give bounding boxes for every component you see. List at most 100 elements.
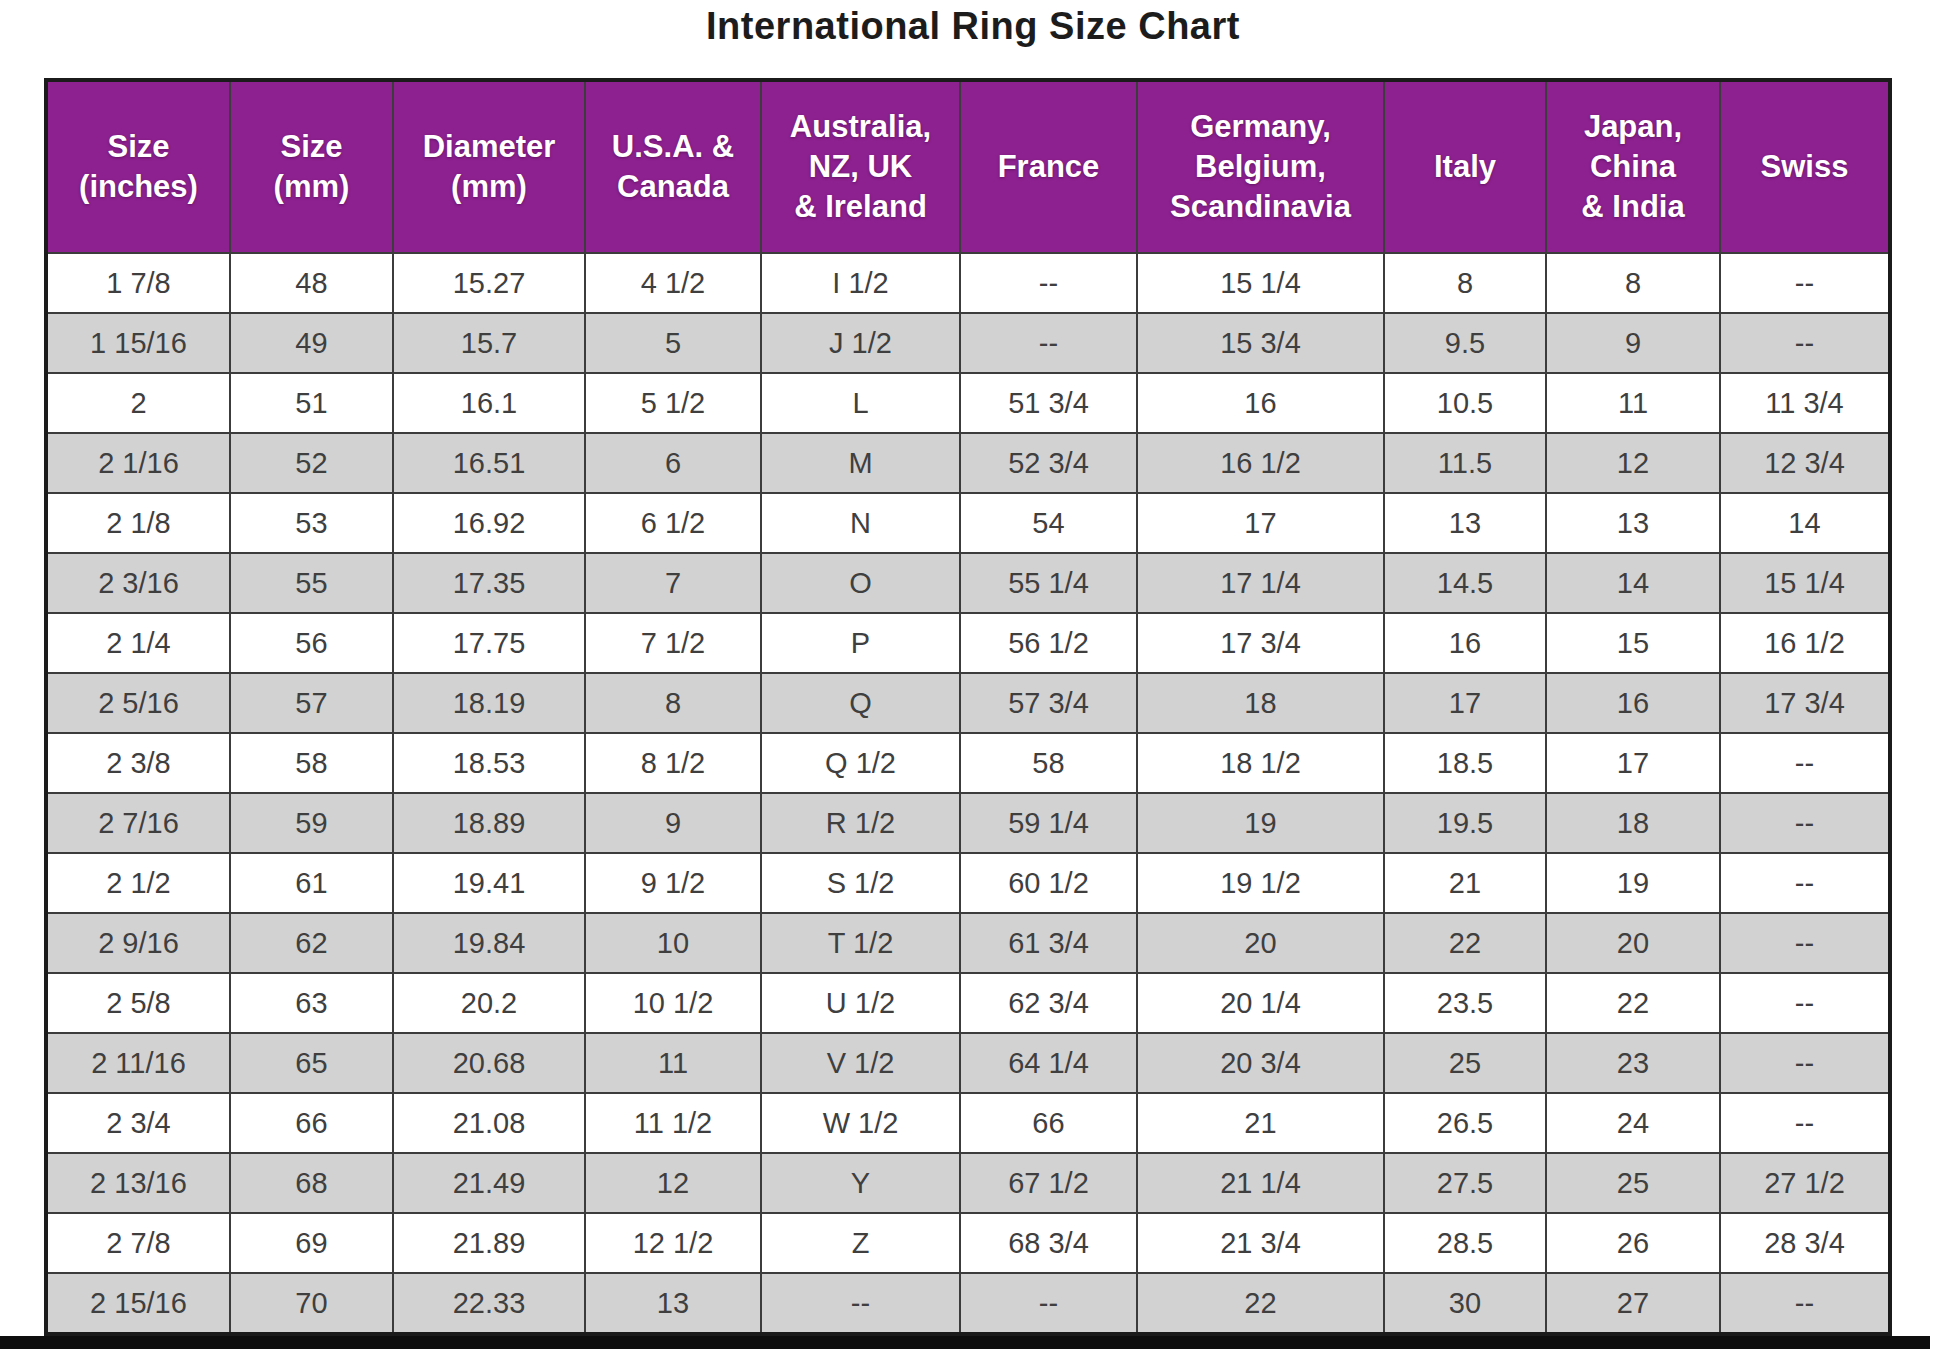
cell: I 1/2	[761, 253, 960, 313]
cell: 9.5	[1384, 313, 1546, 373]
cell: 8	[585, 673, 761, 733]
cell: 5	[585, 313, 761, 373]
cell: 61	[230, 853, 393, 913]
cell: Q 1/2	[761, 733, 960, 793]
cell: 21	[1384, 853, 1546, 913]
cell: 57	[230, 673, 393, 733]
cell: 8	[1546, 253, 1720, 313]
cell: 25	[1384, 1033, 1546, 1093]
cell: 21	[1137, 1093, 1384, 1153]
cell: 17 1/4	[1137, 553, 1384, 613]
cell: 16.1	[393, 373, 585, 433]
cell: 69	[230, 1213, 393, 1273]
cell: 12	[1546, 433, 1720, 493]
cell: 20	[1137, 913, 1384, 973]
cell: 18.89	[393, 793, 585, 853]
cell: 51 3/4	[960, 373, 1137, 433]
table-row: 2 3/165517.357O55 1/417 1/414.51415 1/4	[46, 553, 1890, 613]
page-title: International Ring Size Chart	[0, 0, 1946, 48]
cell: R 1/2	[761, 793, 960, 853]
cell: 2 1/8	[46, 493, 230, 553]
table-row: 2 3/85818.538 1/2Q 1/25818 1/218.517--	[46, 733, 1890, 793]
cell: 21 3/4	[1137, 1213, 1384, 1273]
cell: 15 1/4	[1720, 553, 1890, 613]
cell: O	[761, 553, 960, 613]
cell: --	[761, 1273, 960, 1334]
cell: 26	[1546, 1213, 1720, 1273]
column-header: U.S.A. & Canada	[585, 80, 761, 253]
cell: --	[1720, 1273, 1890, 1334]
cell: 2 3/4	[46, 1093, 230, 1153]
cell: 49	[230, 313, 393, 373]
cell: W 1/2	[761, 1093, 960, 1153]
cell: Q	[761, 673, 960, 733]
cell: --	[1720, 1033, 1890, 1093]
table-row: 2 1/45617.757 1/2P56 1/217 3/4161516 1/2	[46, 613, 1890, 673]
table-row: 2 3/46621.0811 1/2W 1/2662126.524--	[46, 1093, 1890, 1153]
cell: Z	[761, 1213, 960, 1273]
table-row: 1 7/84815.274 1/2I 1/2--15 1/488--	[46, 253, 1890, 313]
cell: 17	[1137, 493, 1384, 553]
column-header: France	[960, 80, 1137, 253]
cell: 19 1/2	[1137, 853, 1384, 913]
cell: --	[1720, 733, 1890, 793]
cell: 55	[230, 553, 393, 613]
cell: 9	[585, 793, 761, 853]
cell: 13	[1384, 493, 1546, 553]
cell: 17.75	[393, 613, 585, 673]
cell: 10.5	[1384, 373, 1546, 433]
cell: 27	[1546, 1273, 1720, 1334]
table-body: 1 7/84815.274 1/2I 1/2--15 1/488--1 15/1…	[46, 253, 1890, 1334]
cell: 2 15/16	[46, 1273, 230, 1334]
cell: 16	[1546, 673, 1720, 733]
cell: 1 7/8	[46, 253, 230, 313]
cell: 14	[1720, 493, 1890, 553]
cell: 63	[230, 973, 393, 1033]
cell: 22	[1546, 973, 1720, 1033]
cell: Y	[761, 1153, 960, 1213]
table-row: 2 13/166821.4912Y67 1/221 1/427.52527 1/…	[46, 1153, 1890, 1213]
cell: 17.35	[393, 553, 585, 613]
cell: U 1/2	[761, 973, 960, 1033]
cell: 59	[230, 793, 393, 853]
cell: 19	[1137, 793, 1384, 853]
cell: --	[960, 313, 1137, 373]
table-row: 2 5/86320.210 1/2U 1/262 3/420 1/423.522…	[46, 973, 1890, 1033]
cell: 2 1/4	[46, 613, 230, 673]
cell: 62	[230, 913, 393, 973]
cell: 66	[230, 1093, 393, 1153]
cell: 2 13/16	[46, 1153, 230, 1213]
table-row: 2 1/26119.419 1/2S 1/260 1/219 1/22119--	[46, 853, 1890, 913]
table-row: 2 11/166520.6811V 1/264 1/420 3/42523--	[46, 1033, 1890, 1093]
cell: 22	[1384, 913, 1546, 973]
cell: 14.5	[1384, 553, 1546, 613]
cell: 2 1/2	[46, 853, 230, 913]
cell: 57 3/4	[960, 673, 1137, 733]
cell: 19.41	[393, 853, 585, 913]
cell: 30	[1384, 1273, 1546, 1334]
table-row: 2 7/86921.8912 1/2Z68 3/421 3/428.52628 …	[46, 1213, 1890, 1273]
column-header: Japan, China & India	[1546, 80, 1720, 253]
cell: S 1/2	[761, 853, 960, 913]
cell: 56 1/2	[960, 613, 1137, 673]
cell: 4 1/2	[585, 253, 761, 313]
cell: 22	[1137, 1273, 1384, 1334]
cell: 6 1/2	[585, 493, 761, 553]
cell: 17	[1546, 733, 1720, 793]
cell: 54	[960, 493, 1137, 553]
table-row: 1 15/164915.75J 1/2--15 3/49.59--	[46, 313, 1890, 373]
cell: 48	[230, 253, 393, 313]
cell: 23	[1546, 1033, 1720, 1093]
cell: 61 3/4	[960, 913, 1137, 973]
cell: 11	[585, 1033, 761, 1093]
cell: 65	[230, 1033, 393, 1093]
cell: 16.51	[393, 433, 585, 493]
cell: 19.5	[1384, 793, 1546, 853]
column-header: Germany, Belgium, Scandinavia	[1137, 80, 1384, 253]
cell: 18	[1137, 673, 1384, 733]
cell: --	[1720, 913, 1890, 973]
cell: 5 1/2	[585, 373, 761, 433]
page: International Ring Size Chart Size (inch…	[0, 0, 1946, 1349]
cell: 1 15/16	[46, 313, 230, 373]
column-header: Size (inches)	[46, 80, 230, 253]
